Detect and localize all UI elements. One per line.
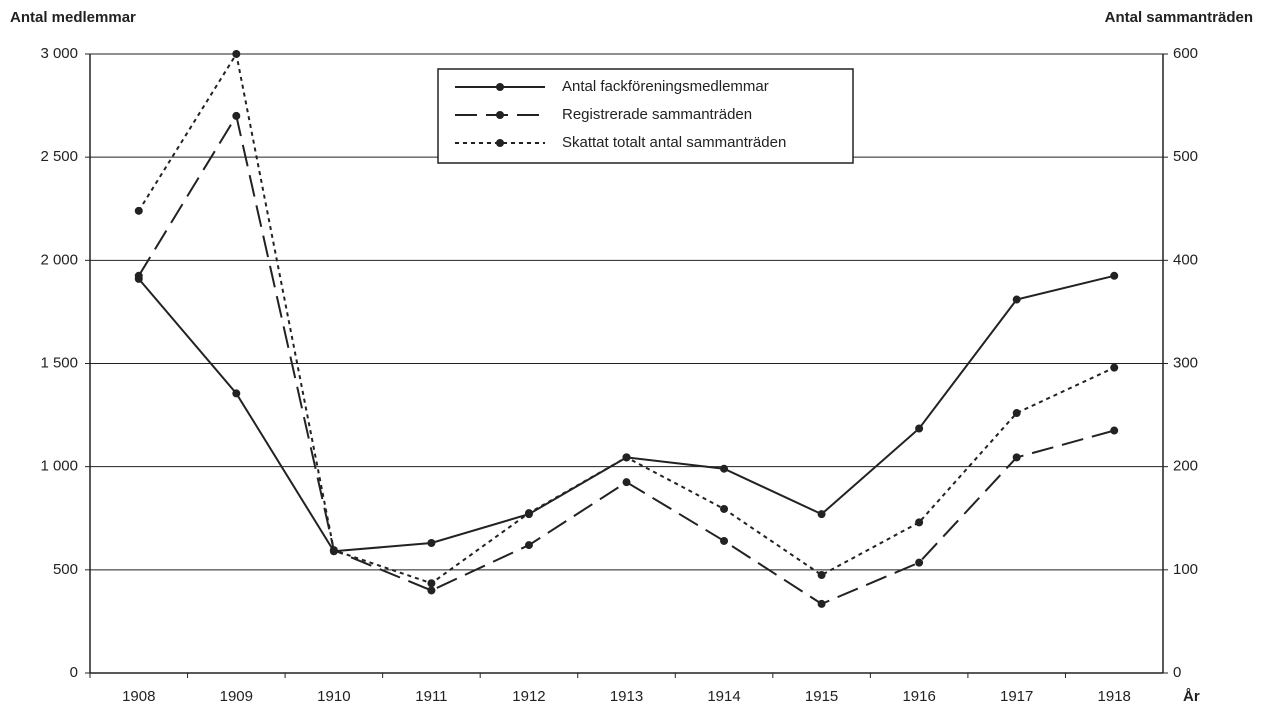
x-tick-label: 1911	[415, 688, 447, 705]
data-point	[817, 570, 826, 579]
data-point	[134, 271, 143, 280]
data-point	[915, 424, 924, 433]
x-tick-label: 1915	[805, 688, 838, 705]
y-tick-label: 2 000	[40, 251, 78, 268]
x-tick-label: 1912	[512, 688, 545, 705]
legend-marker	[496, 83, 504, 91]
y2-axis-label: Antal sammanträden	[1105, 9, 1253, 26]
y-axis-label: Antal medlemmar	[10, 9, 136, 26]
data-point	[915, 558, 924, 567]
data-point	[232, 389, 241, 398]
y2-tick-label: 500	[1173, 148, 1198, 165]
data-point	[427, 586, 436, 595]
y2-tick-label: 200	[1173, 458, 1198, 475]
data-point	[817, 599, 826, 608]
y2-tick-label: 600	[1173, 45, 1198, 62]
data-point	[817, 510, 826, 519]
x-tick-label: 1914	[707, 688, 740, 705]
x-tick-label: 1917	[1000, 688, 1033, 705]
data-point	[427, 539, 436, 548]
data-point	[134, 206, 143, 215]
y2-tick-label: 100	[1173, 561, 1198, 578]
data-point	[427, 579, 436, 588]
data-point	[1012, 453, 1021, 462]
legend-marker	[496, 139, 504, 147]
data-point	[720, 536, 729, 545]
data-point	[720, 504, 729, 513]
y2-tick-label: 0	[1173, 664, 1181, 681]
legend-label: Antal fackföreningsmedlemmar	[562, 78, 769, 95]
data-point	[1110, 363, 1119, 372]
data-point	[1012, 295, 1021, 304]
data-point	[232, 50, 241, 58]
y-tick-label: 1 500	[40, 354, 78, 371]
data-point	[915, 518, 924, 527]
x-tick-label: 1916	[902, 688, 935, 705]
y-tick-label: 1 000	[40, 458, 78, 475]
series-line	[137, 113, 1115, 606]
y2-tick-label: 400	[1173, 251, 1198, 268]
y2-tick-label: 300	[1173, 354, 1198, 371]
legend-label: Registrerade sammanträden	[562, 106, 752, 123]
y-tick-label: 3 000	[40, 45, 78, 62]
y-tick-label: 500	[53, 561, 78, 578]
x-tick-label: 1908	[122, 688, 155, 705]
data-point	[1110, 271, 1119, 280]
y-tick-label: 2 500	[40, 148, 78, 165]
x-tick-label: 1909	[220, 688, 253, 705]
x-tick-label: 1913	[610, 688, 643, 705]
data-point	[622, 478, 631, 487]
x-axis-label: År	[1183, 688, 1200, 705]
data-point	[1110, 426, 1119, 435]
y-tick-label: 0	[70, 664, 78, 681]
x-tick-label: 1910	[317, 688, 350, 705]
data-point	[524, 509, 533, 518]
legend-marker	[496, 111, 504, 119]
x-tick-label: 1918	[1098, 688, 1131, 705]
data-point	[329, 546, 338, 555]
data-point	[232, 111, 241, 120]
data-point	[622, 453, 631, 462]
data-point	[524, 541, 533, 550]
data-point	[1012, 409, 1021, 418]
legend-label: Skattat totalt antal sammanträden	[562, 134, 786, 151]
data-point	[720, 464, 729, 473]
